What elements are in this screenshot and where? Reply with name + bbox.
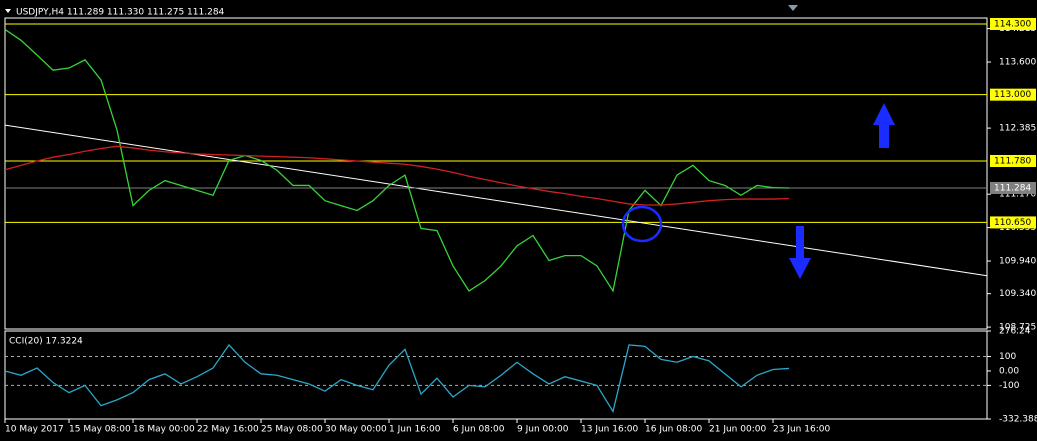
y-tick-label: 113.600 — [999, 58, 1036, 68]
y-tick-label: 0.00 — [999, 366, 1019, 376]
level-label: 110.650 — [994, 218, 1031, 228]
x-tick-label: 18 May 00:00 — [133, 425, 195, 435]
x-tick-label: 22 May 16:00 — [197, 425, 259, 435]
main-panel — [4, 17, 988, 330]
level-label-box — [990, 17, 1036, 30]
level-label: 111.780 — [994, 156, 1031, 166]
y-tick-label: 109.940 — [999, 257, 1036, 267]
level-label-box — [990, 154, 1036, 167]
cci-panel — [4, 330, 988, 420]
series-line — [4, 343, 790, 414]
y-tick-label: 276.24 — [999, 327, 1031, 337]
x-tick-label: 16 Jun 08:00 — [645, 425, 702, 435]
up-arrow — [873, 103, 895, 148]
y-tick-label: 109.340 — [999, 289, 1036, 299]
cci-title: CCI(20) 17.3224 — [9, 337, 83, 347]
shift-marker — [788, 5, 798, 11]
level-label-box — [990, 216, 1036, 229]
x-tick-label: 1 Jun 16:00 — [389, 425, 441, 435]
x-tick-label: 15 May 08:00 — [69, 425, 131, 435]
current-price-box — [990, 181, 1036, 194]
x-tick-label: 25 May 08:00 — [261, 425, 323, 435]
series-line — [4, 145, 790, 206]
x-tick-label: 10 May 2017 — [5, 425, 64, 435]
highlight-circle — [621, 205, 663, 243]
x-tick-label: 9 Jun 00:00 — [517, 425, 569, 435]
y-tick-label: -332.3882 — [999, 415, 1037, 425]
series-line — [4, 28, 790, 293]
chart-title: USDJPY,H4 111.289 111.330 111.275 111.28… — [16, 8, 225, 18]
menu-triangle[interactable] — [5, 9, 11, 13]
down-arrow — [789, 226, 811, 279]
y-tick-label: 108.725 — [999, 323, 1036, 333]
x-tick-label: 30 May 00:00 — [325, 425, 387, 435]
y-tick-label: 112.385 — [999, 124, 1036, 134]
x-tick-label: 21 Jun 00:00 — [709, 425, 766, 435]
y-tick-label: 111.170 — [999, 190, 1036, 200]
level-label-box — [990, 88, 1036, 101]
level-label: 113.000 — [994, 90, 1031, 100]
x-tick-label: 6 Jun 08:00 — [453, 425, 505, 435]
trendline — [4, 124, 988, 277]
y-tick-label: -100 — [999, 381, 1020, 391]
current-price-label: 111.284 — [994, 183, 1031, 193]
y-tick-label: 100 — [999, 352, 1016, 362]
level-label: 114.300 — [994, 19, 1031, 29]
x-tick-label: 13 Jun 16:00 — [581, 425, 638, 435]
x-tick-label: 23 Jun 16:00 — [773, 425, 830, 435]
